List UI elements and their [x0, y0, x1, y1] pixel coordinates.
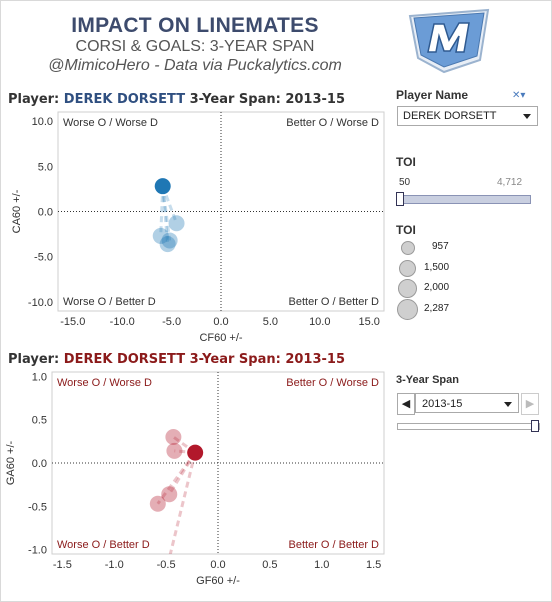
goals-chart-title: Player: DEREK DORSETT 3-Year Span: 2013-…: [8, 352, 345, 367]
span-slider-handle[interactable]: [531, 420, 539, 432]
goals-quadrant-label-bottom-right: Better O / Better D: [289, 539, 380, 551]
filter-clear-icon[interactable]: ✕▾: [512, 90, 526, 101]
corsi-ytick-label: -5.0: [34, 252, 53, 264]
goals-marks: [149, 429, 204, 554]
goals-player-point[interactable]: [187, 444, 204, 461]
goals-linemate-point[interactable]: [161, 486, 178, 503]
corsi-title-player: DEREK DORSETT: [63, 92, 186, 107]
goals-linemate-point[interactable]: [166, 442, 183, 459]
goals-xtick-label: 1.0: [314, 559, 329, 571]
toi-legend-circle-4: [397, 299, 418, 320]
corsi-scatter-chart: -15.0 -10.0 -5.0 0.0 5.0 10.0 15.0 10.0 5.0 0.0 -5…: [11, 111, 385, 344]
goals-ytick-label: -1.0: [28, 545, 47, 557]
corsi-linemate-point[interactable]: [168, 215, 185, 232]
toi-legend-circle-2: [399, 260, 416, 277]
span-value: 2013-15: [422, 398, 463, 410]
span-next-button[interactable]: ▶: [521, 393, 539, 415]
chevron-down-icon: [523, 114, 531, 119]
goals-quadrant-label-bottom-left: Worse O / Better D: [57, 539, 150, 551]
corsi-title-prefix: Player:: [8, 92, 60, 107]
toi-legend-value-4: 2,287: [424, 303, 450, 314]
goals-quadrant-label-top-left: Worse O / Worse D: [57, 377, 152, 389]
goals-linemate-connector: [156, 451, 197, 505]
goals-x-axis-label: GF60 +/-: [196, 575, 240, 587]
corsi-xtick-label: 10.0: [309, 316, 330, 328]
corsi-linemate-point[interactable]: [159, 236, 176, 253]
corsi-title-span: 3-Year Span: 2013-15: [189, 92, 345, 107]
toi-legend-value-2: 1,500: [424, 262, 450, 273]
toi-legend-circle-1: [401, 241, 415, 255]
span-filter-label: 3-Year Span: [396, 374, 459, 386]
corsi-quadrant-label-top-left: Worse O / Worse D: [63, 117, 158, 129]
player-name-label: Player Name: [396, 88, 469, 102]
goals-y-axis-label: GA60 +/-: [5, 440, 17, 485]
goals-ytick-label: -0.5: [28, 501, 47, 513]
span-prev-button[interactable]: ◀: [397, 393, 415, 415]
player-name-select[interactable]: DEREK DORSETT: [397, 106, 538, 126]
goals-linemate-point[interactable]: [149, 495, 166, 512]
corsi-xtick-label: 5.0: [263, 316, 278, 328]
span-select[interactable]: 2013-15: [415, 393, 519, 413]
corsi-linemate-point[interactable]: [152, 227, 169, 244]
goals-title-span: 3-Year Span: 2013-15: [189, 352, 345, 367]
corsi-x-axis-label: CF60 +/-: [199, 332, 242, 344]
goals-xtick-label: 0.5: [262, 559, 277, 571]
span-slider-track[interactable]: [397, 423, 540, 430]
goals-linemate-connector: [168, 452, 197, 554]
toi-max-value: 4,712: [497, 177, 523, 188]
corsi-marks: [152, 178, 185, 253]
toi-min-value: 50: [399, 177, 411, 188]
goals-xtick-label: -1.5: [53, 559, 72, 571]
goals-ytick-label: 0.0: [32, 458, 47, 470]
corsi-ytick-label: -10.0: [28, 297, 53, 309]
goals-linemate-point[interactable]: [165, 429, 182, 445]
corsi-linemate-connector: [159, 186, 165, 236]
corsi-xtick-label: -5.0: [162, 316, 181, 328]
corsi-linemate-point[interactable]: [161, 232, 178, 249]
corsi-chart-title: Player: DEREK DORSETT 3-Year Span: 2013-…: [8, 92, 345, 107]
mimico-hero-logo: [408, 8, 490, 74]
toi-legend-value-1: 957: [432, 241, 449, 252]
corsi-player-point[interactable]: [154, 178, 171, 195]
toi-legend-value-3: 2,000: [424, 282, 450, 293]
corsi-quadrant-label-bottom-right: Better O / Better D: [289, 296, 380, 308]
corsi-xtick-label: -15.0: [60, 316, 85, 328]
goals-ytick-label: 0.5: [32, 415, 47, 427]
goals-linemate-connector: [167, 451, 197, 495]
corsi-xtick-label: 0.0: [213, 316, 228, 328]
dashboard-subtitle: CORSI & GOALS: 3-YEAR SPAN: [75, 38, 315, 55]
corsi-ytick-label: 0.0: [38, 207, 53, 219]
toi-slider-handle[interactable]: [396, 192, 404, 206]
player-name-value: DEREK DORSETT: [403, 110, 497, 122]
goals-title-prefix: Player:: [8, 352, 60, 367]
goals-xtick-label: -1.0: [105, 559, 124, 571]
goals-xtick-label: 1.5: [366, 559, 381, 571]
toi-filter-label: TOI: [396, 155, 416, 169]
goals-scatter-chart: -1.5 -1.0 -0.5 0.0 0.5 1.0 1.5 1.0 0.5 0.0 -0.5 -1.…: [5, 371, 385, 587]
goals-xtick-label: -0.5: [157, 559, 176, 571]
corsi-quadrant-label-top-right: Better O / Worse D: [286, 117, 379, 129]
dashboard-credit: @MimicoHero - Data via Puckalytics.com: [48, 57, 342, 74]
goals-quadrant-label-top-right: Better O / Worse D: [286, 377, 379, 389]
corsi-ytick-label: 5.0: [38, 161, 53, 173]
corsi-xtick-label: -10.0: [110, 316, 135, 328]
corsi-ytick-label: 10.0: [32, 116, 53, 128]
goals-title-player: DEREK DORSETT: [63, 352, 186, 367]
corsi-linemate-connector: [161, 185, 172, 241]
span-selector: ◀ 2013-15 ▶: [397, 393, 539, 415]
corsi-y-axis-label: CA60 +/-: [11, 189, 23, 233]
goals-ytick-label: 1.0: [32, 371, 47, 383]
chevron-down-icon: [504, 402, 512, 407]
goals-xtick-label: 0.0: [210, 559, 225, 571]
toi-legend-label: TOI: [396, 223, 416, 237]
toi-legend-circle-3: [398, 279, 417, 298]
toi-slider-track[interactable]: [399, 195, 531, 204]
corsi-quadrant-label-bottom-left: Worse O / Better D: [63, 296, 156, 308]
dashboard-title: IMPACT ON LINEMATES: [71, 14, 319, 37]
corsi-xtick-label: 15.0: [358, 316, 379, 328]
corsi-linemate-connector: [161, 185, 178, 224]
